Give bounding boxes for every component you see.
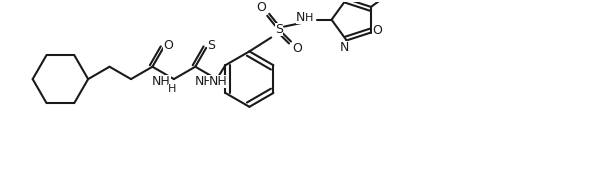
Text: O: O [372, 24, 382, 37]
Text: S: S [275, 23, 283, 36]
Text: NH: NH [209, 75, 228, 88]
Text: N: N [340, 41, 349, 54]
Text: H: H [305, 13, 313, 23]
Text: O: O [163, 39, 173, 52]
Text: S: S [207, 39, 215, 52]
Text: NH: NH [152, 75, 170, 88]
Text: O: O [292, 42, 302, 55]
Text: NH: NH [195, 75, 213, 88]
Text: N: N [296, 11, 306, 24]
Text: H: H [167, 84, 176, 94]
Text: O: O [256, 1, 266, 14]
